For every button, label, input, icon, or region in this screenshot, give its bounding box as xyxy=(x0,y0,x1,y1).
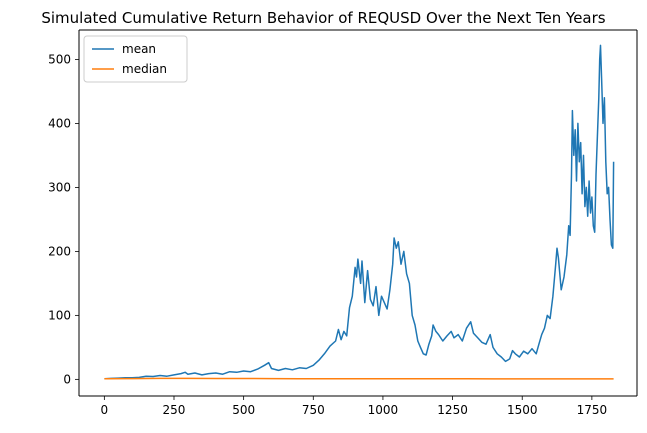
y-tick-label: 500 xyxy=(48,52,71,66)
legend: mean median xyxy=(83,35,188,83)
y-tick-label: 400 xyxy=(48,116,71,130)
y-axis: 0 100 200 300 400 500 xyxy=(48,52,79,386)
legend-label-mean: mean xyxy=(122,42,156,56)
y-tick-label: 0 xyxy=(63,372,71,386)
series-layer xyxy=(104,44,615,380)
y-tick-label: 200 xyxy=(48,244,71,258)
x-tick-label: 1500 xyxy=(507,403,538,417)
series-line-median xyxy=(104,377,614,380)
chart-title: Simulated Cumulative Return Behavior of … xyxy=(41,9,605,27)
x-tick-label: 1750 xyxy=(577,403,608,417)
x-tick-label: 1250 xyxy=(437,403,468,417)
x-tick-label: 250 xyxy=(163,403,186,417)
x-tick-label: 1000 xyxy=(368,403,399,417)
plot-frame xyxy=(78,29,638,397)
series-line-mean xyxy=(104,44,615,380)
x-tick-label: 500 xyxy=(232,403,255,417)
x-axis: 0 250 500 750 1000 1250 1500 1750 xyxy=(101,396,608,417)
y-tick-label: 300 xyxy=(48,180,71,194)
y-tick-label: 100 xyxy=(48,308,71,322)
plot-background xyxy=(79,30,637,396)
legend-label-median: median xyxy=(122,62,167,76)
x-tick-label: 750 xyxy=(302,403,325,417)
x-tick-label: 0 xyxy=(101,403,109,417)
legend-frame xyxy=(83,35,188,83)
